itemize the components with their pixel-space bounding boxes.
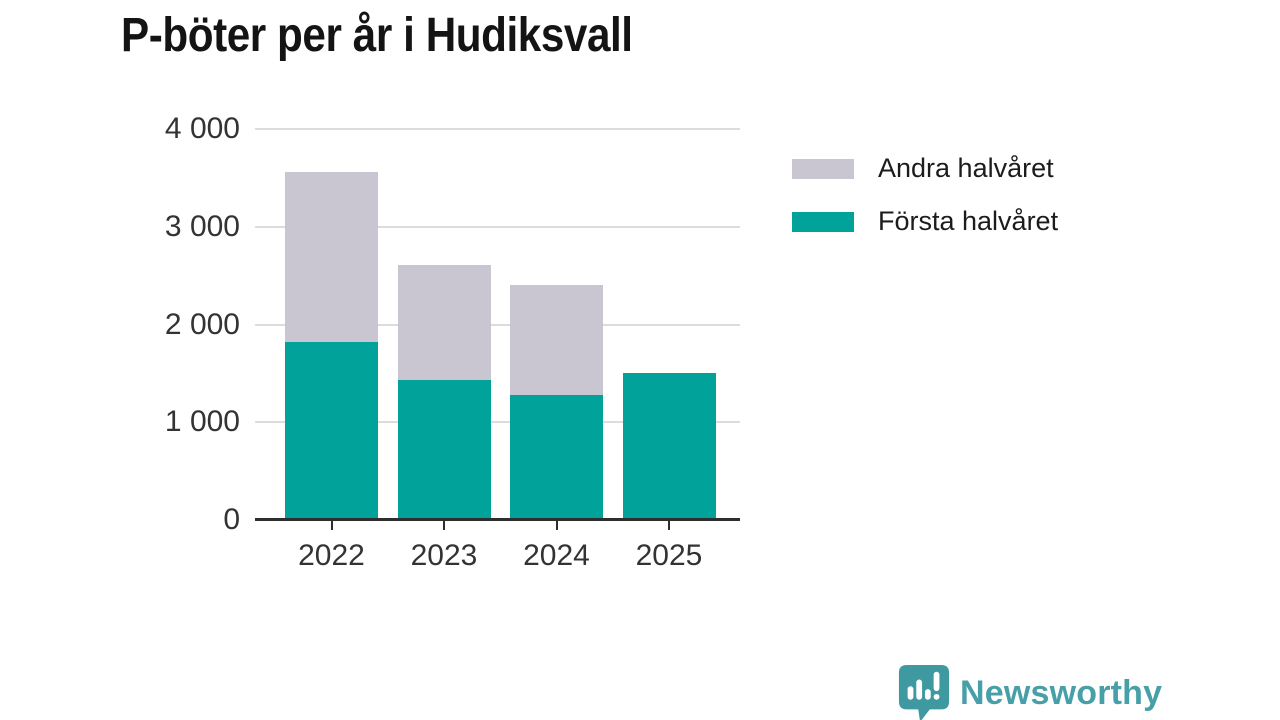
x-tick-2025: [668, 521, 670, 530]
gridline-1000: [255, 421, 740, 424]
gridline-4000: [255, 128, 740, 130]
gridline-3000: [255, 225, 740, 228]
legend-swatch: [792, 158, 854, 179]
x-tick-label-2024: 2024: [523, 539, 590, 572]
bar-2022-Andra halvåret: [285, 172, 378, 343]
bar-2025-Första halvåret: [622, 373, 716, 520]
x-tick-2024: [555, 521, 558, 530]
legend-item-Första halvåret: Första halvåret: [792, 208, 1058, 235]
bar-2023-Andra halvåret: [397, 264, 491, 381]
legend-item-Andra halvåret: Andra halvåret: [792, 155, 1058, 182]
x-tick-2023: [443, 521, 445, 530]
newsworthy-logo: Newsworthy: [897, 663, 1162, 720]
y-tick-label-1000: 1 000: [164, 405, 240, 439]
x-tick-label-2023: 2023: [410, 539, 478, 572]
y-tick-label-0: 0: [223, 503, 240, 536]
newsworthy-bar-chart-speech-bubble-icon: [898, 665, 950, 720]
x-tick-label-2022: 2022: [298, 539, 365, 572]
bar-2024-Första halvåret: [510, 394, 603, 520]
x-tick-2022: [330, 521, 333, 530]
y-tick-label-2000: 2 000: [164, 307, 240, 341]
legend-label: Första halvåret: [878, 206, 1059, 236]
newsworthy-logo-text: Newsworthy: [960, 673, 1163, 712]
legend: Andra halvåret Första halvåret: [792, 155, 1058, 235]
y-tick-label-3000: 3 000: [164, 209, 240, 243]
bar-2022-Första halvåret: [285, 342, 378, 520]
bar-2024-Andra halvåret: [510, 285, 603, 395]
chart-title: P-böter per år i Hudiksvall: [121, 9, 633, 62]
legend-label: Andra halvåret: [878, 153, 1054, 183]
legend-swatch: [792, 211, 854, 232]
gridline-2000: [255, 323, 740, 326]
x-axis-line: [255, 518, 740, 521]
plot-area: 2022 2023 2024 2025: [255, 128, 740, 572]
x-tick-label-2025: 2025: [635, 539, 703, 572]
y-tick-label-4000: 4 000: [164, 112, 240, 145]
bar-2023-Första halvåret: [397, 380, 491, 520]
